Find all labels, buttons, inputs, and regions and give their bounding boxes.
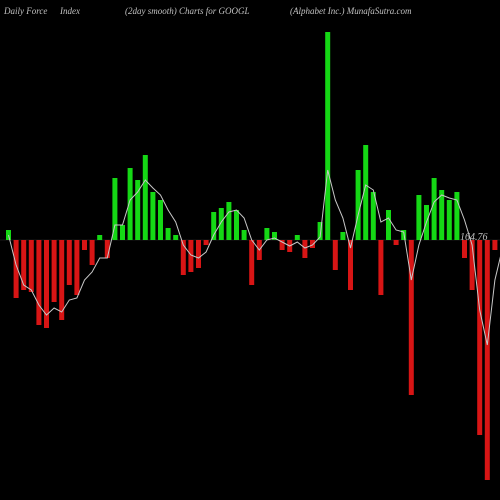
force-index-chart: 164.76 (0, 20, 500, 480)
title-index: Index (60, 6, 80, 16)
title-smooth: (2day smooth) Charts for GOOGL (125, 6, 250, 16)
title-left: Daily Force (4, 6, 47, 16)
chart-header: Daily Force Index (2day smooth) Charts f… (0, 6, 500, 26)
current-value-label: 164.76 (460, 232, 488, 243)
title-company: (Alphabet Inc.) MunafaSutra.com (290, 6, 411, 16)
chart-canvas (0, 20, 500, 480)
